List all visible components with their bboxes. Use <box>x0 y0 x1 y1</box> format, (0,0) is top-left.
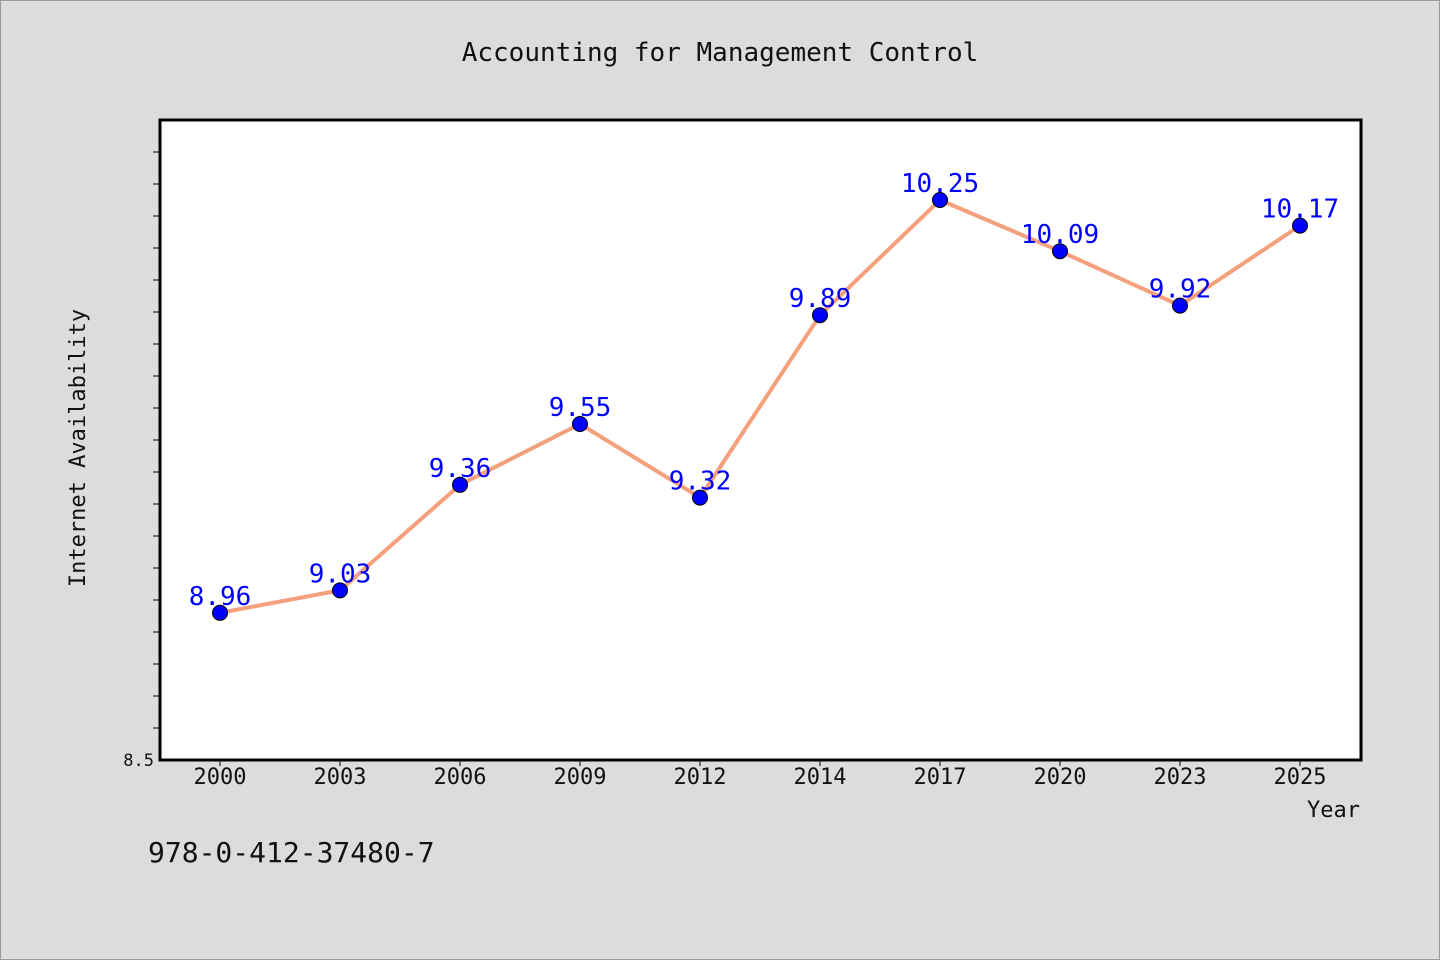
chart-title: Accounting for Management Control <box>462 38 979 68</box>
x-tick-label: 2020 <box>1034 765 1087 790</box>
data-label: 9.36 <box>429 454 492 484</box>
data-point <box>452 476 468 493</box>
data-label: 10.09 <box>1021 220 1099 250</box>
x-tick-label: 2006 <box>434 765 487 790</box>
data-point <box>212 604 228 621</box>
data-label: 9.89 <box>789 284 852 314</box>
y-axis-ticks: 8.5 <box>123 151 160 771</box>
data-point <box>812 307 828 324</box>
x-tick-label: 2012 <box>674 765 727 790</box>
x-axis-label: Year <box>1307 798 1360 823</box>
y-tick-label: 8.5 <box>123 751 154 771</box>
data-point <box>1052 243 1068 260</box>
x-tick-label: 2023 <box>1154 765 1207 790</box>
y-axis-label: Internet Availability <box>66 309 91 587</box>
x-tick-label: 2017 <box>914 765 967 790</box>
data-label: 9.55 <box>549 393 612 423</box>
data-label: 10.17 <box>1261 195 1339 225</box>
data-label: 9.92 <box>1149 275 1212 305</box>
isbn-text: 978-0-412-37480-7 <box>148 836 435 869</box>
x-tick-label: 2003 <box>314 765 367 790</box>
data-point <box>1292 217 1308 234</box>
data-point <box>692 489 708 506</box>
plot-area <box>158 118 1363 762</box>
data-point <box>572 416 588 432</box>
data-point <box>932 192 948 208</box>
x-tick-label: 2000 <box>194 765 247 790</box>
data-point <box>1172 297 1188 314</box>
data-label: 8.96 <box>189 582 252 612</box>
data-label: 9.03 <box>309 559 372 589</box>
x-tick-label: 2014 <box>794 765 847 790</box>
data-label: 10.25 <box>901 169 979 199</box>
x-tick-label: 2009 <box>554 765 607 790</box>
x-tick-label: 2025 <box>1274 765 1327 790</box>
series-line <box>218 198 1302 615</box>
series-layer: 8.96 9.03 9.36 9.55 9.32 9.89 10.25 10.09 9.92 10… <box>189 169 1339 621</box>
data-point <box>332 582 348 599</box>
data-label: 9.32 <box>669 467 732 497</box>
x-axis-ticks: 2000 2003 2006 2009 2012 2014 2017 2020 2023 2025 <box>194 760 1327 790</box>
